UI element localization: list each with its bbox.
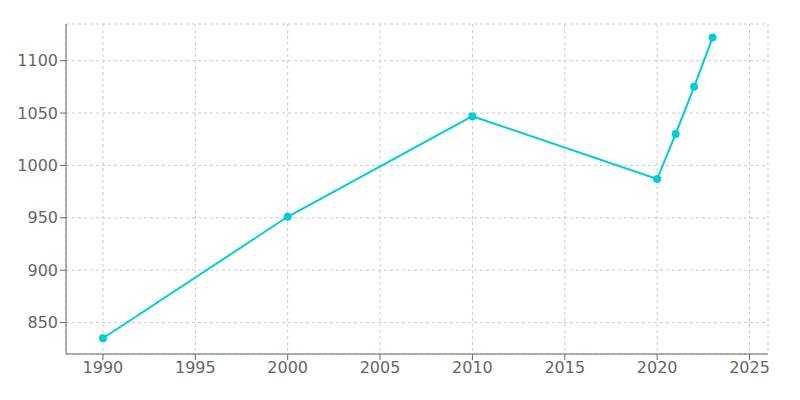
svg-text:1050: 1050 — [17, 104, 58, 123]
svg-text:1000: 1000 — [17, 156, 58, 175]
svg-text:1100: 1100 — [17, 51, 58, 70]
svg-text:1995: 1995 — [175, 358, 216, 377]
svg-text:2015: 2015 — [544, 358, 585, 377]
svg-text:2025: 2025 — [729, 358, 770, 377]
svg-text:850: 850 — [27, 313, 58, 332]
svg-text:2000: 2000 — [267, 358, 308, 377]
svg-text:2020: 2020 — [637, 358, 678, 377]
svg-text:900: 900 — [27, 261, 58, 280]
svg-text:950: 950 — [27, 208, 58, 227]
svg-text:1990: 1990 — [83, 358, 124, 377]
svg-text:2005: 2005 — [360, 358, 401, 377]
svg-text:2010: 2010 — [452, 358, 493, 377]
